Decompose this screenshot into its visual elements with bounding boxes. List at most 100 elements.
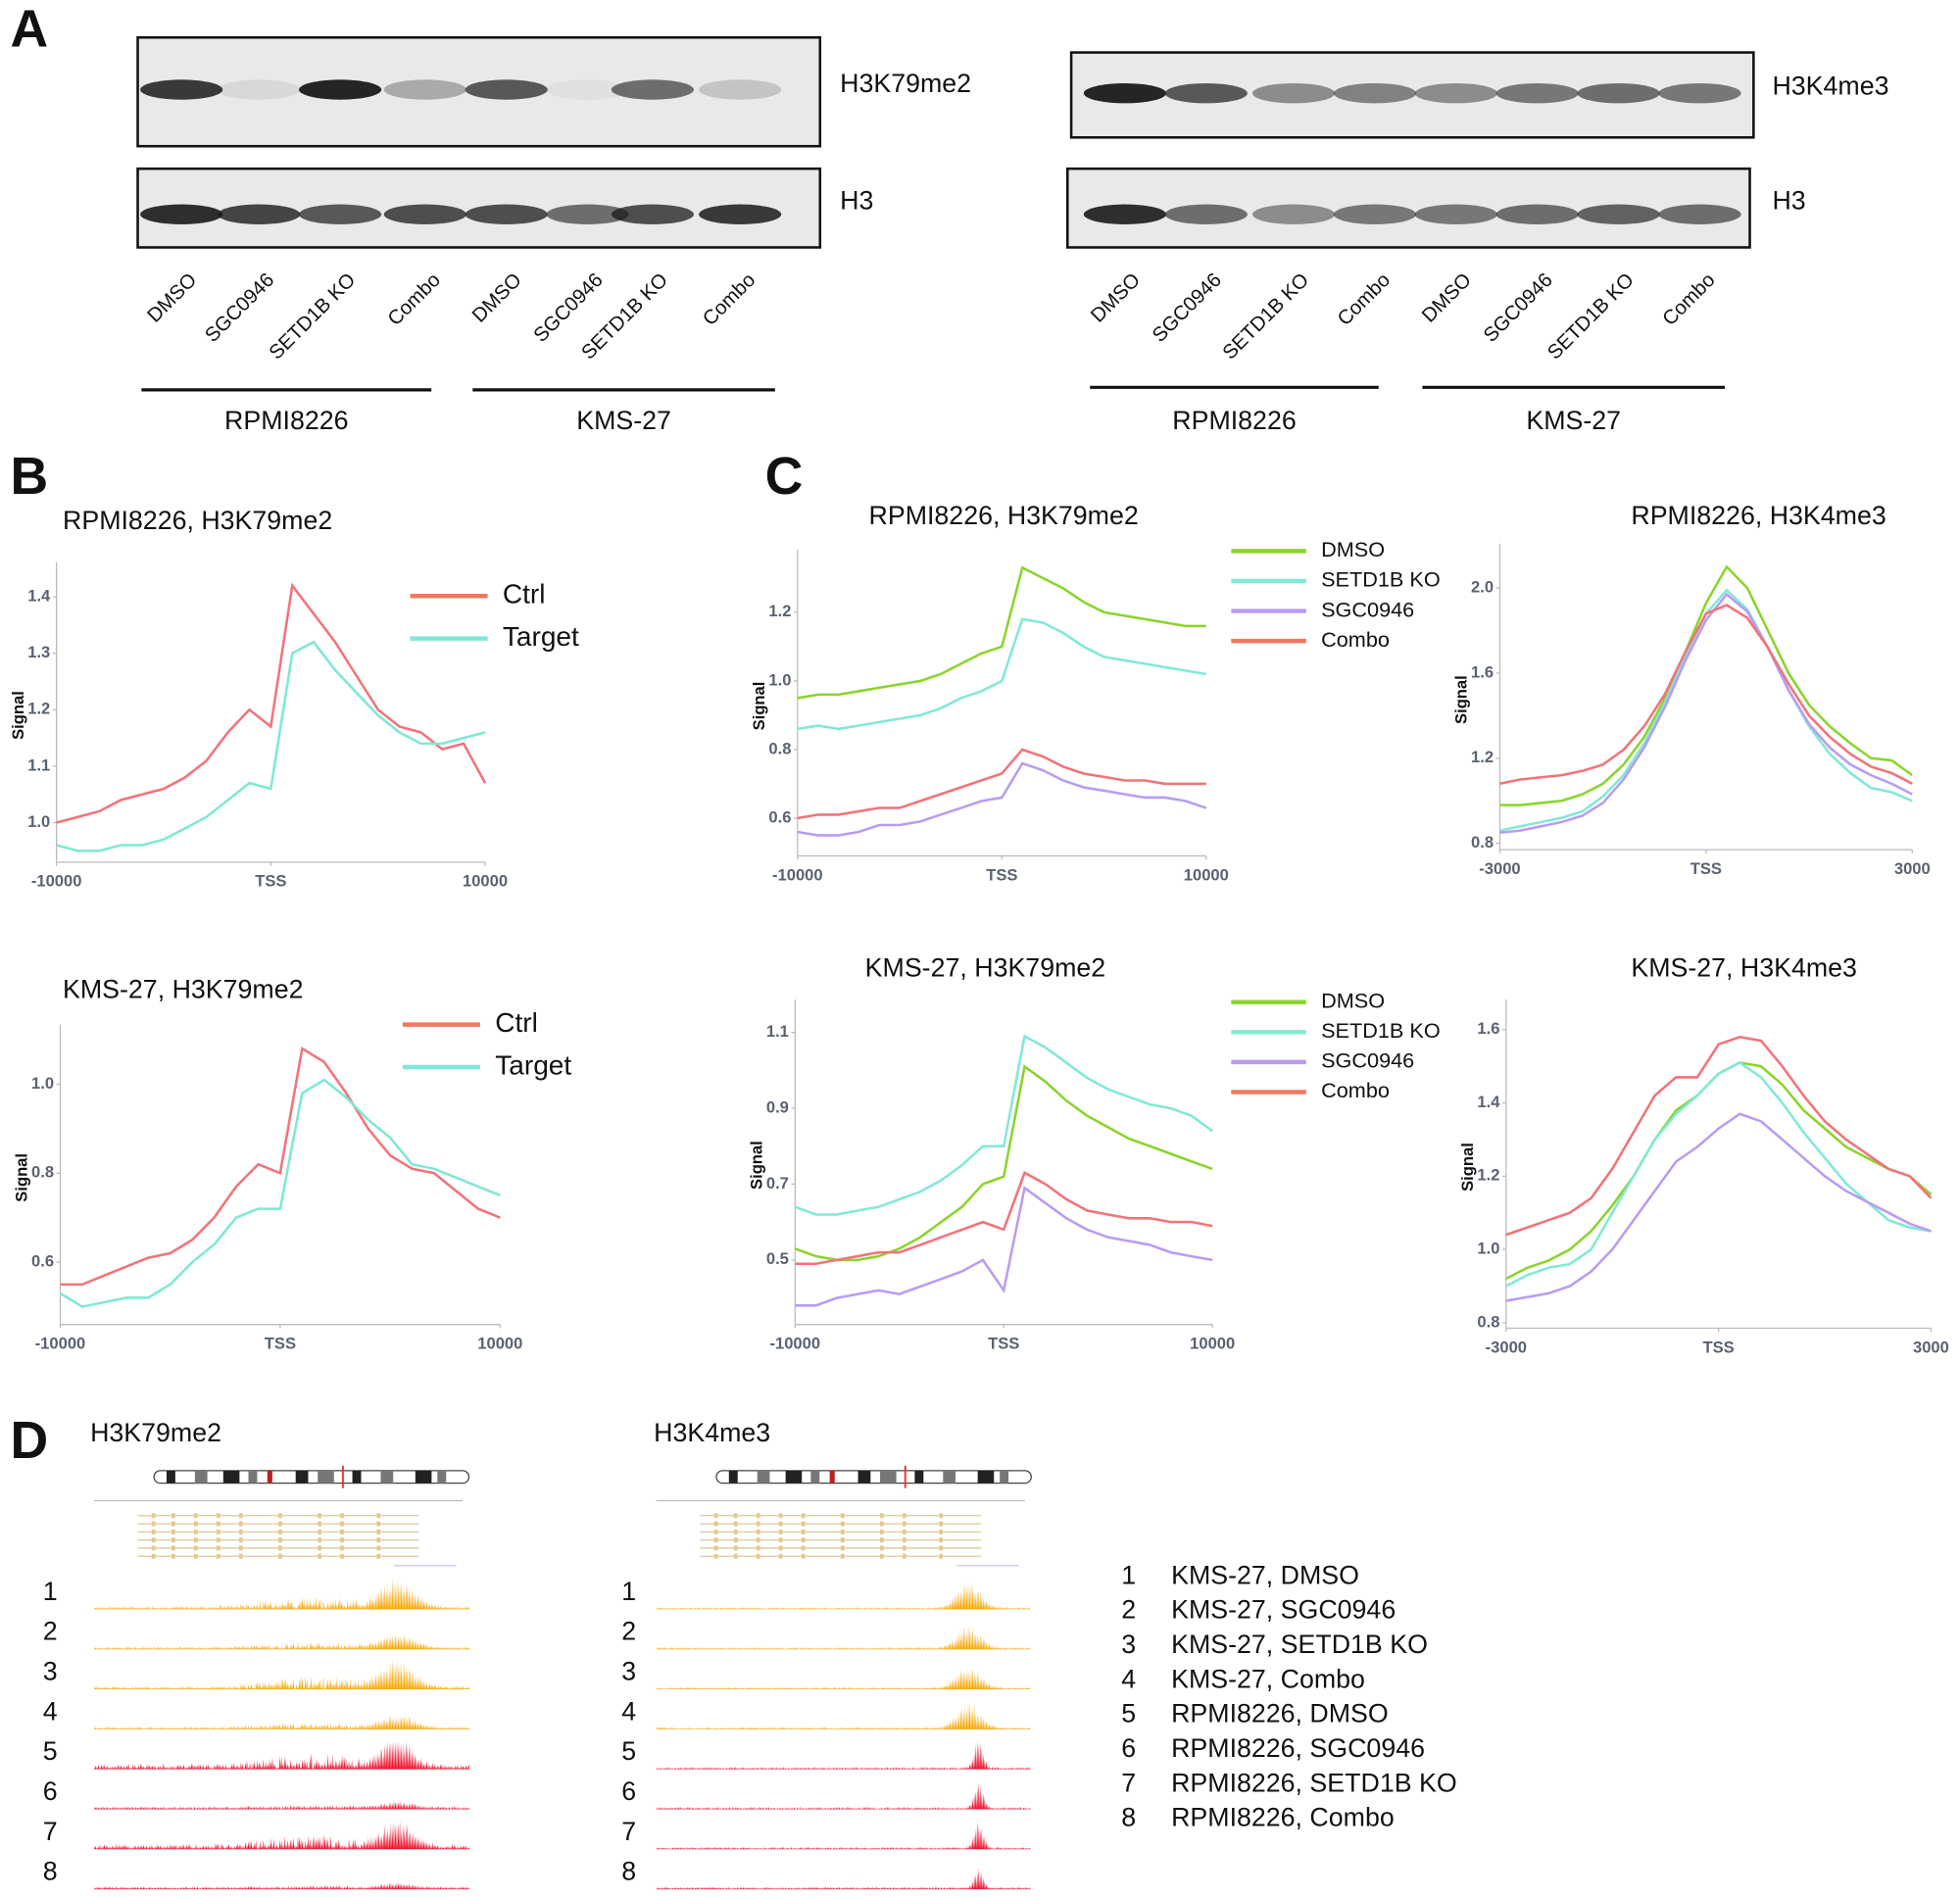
y-tick-label: 1.2 (1471, 748, 1494, 766)
ideogram-band (352, 1470, 362, 1484)
series-line (795, 1186, 1213, 1307)
exon (376, 1553, 381, 1559)
exon (733, 1521, 738, 1527)
blot-band (1251, 82, 1336, 104)
exon (939, 1553, 944, 1559)
exon (151, 1537, 156, 1543)
exon (713, 1529, 718, 1534)
legend-label: KMS-27, Combo (1171, 1664, 1365, 1693)
exon (216, 1553, 220, 1559)
legend-number: 3 (1121, 1630, 1136, 1659)
series-line (795, 1171, 1213, 1265)
exon (733, 1553, 738, 1559)
ideogram-band (914, 1470, 924, 1484)
y-axis-label: Signal (747, 1141, 765, 1190)
exon (756, 1537, 760, 1543)
exon (277, 1545, 282, 1551)
exon (318, 1513, 321, 1519)
blot-band (1414, 204, 1497, 224)
blot-row-label: H3K79me2 (840, 69, 971, 98)
series-line (797, 748, 1206, 820)
exon (340, 1513, 344, 1519)
exon (151, 1545, 156, 1551)
coverage-track (93, 1882, 470, 1890)
x-tick-label: 10000 (477, 1334, 522, 1352)
legend-label: SETD1B KO (1321, 567, 1441, 592)
blot-band (699, 204, 782, 224)
y-tick-label: 1.0 (768, 670, 791, 689)
blot-band (1333, 204, 1417, 224)
series-line (56, 582, 487, 824)
chart-title: RPMI8226, H3K4me3 (1631, 501, 1886, 530)
coverage-track (656, 1625, 1032, 1650)
blot-band (299, 79, 382, 100)
exon (151, 1553, 156, 1559)
coverage-track (93, 1800, 470, 1810)
y-tick-label: 1.6 (1477, 1019, 1499, 1038)
x-tick-label: 3000 (1913, 1338, 1949, 1356)
legend-label: SGC0946 (1321, 1048, 1414, 1073)
exon (879, 1513, 884, 1519)
exon (238, 1537, 243, 1543)
series-line (1499, 564, 1914, 806)
blot-band (1495, 204, 1579, 224)
legend-label: KMS-27, SETD1B KO (1171, 1630, 1428, 1659)
coverage-track (93, 1820, 470, 1850)
blot-band (383, 204, 466, 224)
group-label: KMS-27 (1526, 406, 1621, 435)
ideogram-band (880, 1470, 897, 1484)
exon (778, 1545, 783, 1551)
legend-label: RPMI8226, DMSO (1171, 1699, 1389, 1728)
y-tick-label: 0.9 (766, 1097, 789, 1116)
exon (778, 1553, 783, 1559)
ideogram-band (858, 1470, 871, 1484)
blot-row-label: H3 (1772, 186, 1805, 216)
exon (277, 1553, 282, 1559)
exon (801, 1553, 806, 1559)
exon (193, 1513, 198, 1519)
exon (216, 1537, 220, 1543)
exon (216, 1513, 220, 1519)
blot-band (1658, 204, 1741, 224)
track-number: 6 (43, 1776, 58, 1806)
legend-number: 4 (1121, 1664, 1136, 1693)
ideogram-band (415, 1470, 432, 1484)
exon (840, 1529, 845, 1534)
exon (216, 1529, 220, 1534)
legend-label: KMS-27, SGC0946 (1171, 1595, 1396, 1625)
y-tick-label: 1.0 (27, 812, 50, 831)
exon (277, 1513, 282, 1519)
ideogram-band (295, 1470, 309, 1484)
blot-band (1577, 204, 1660, 224)
chart-title: KMS-27, H3K4me3 (1631, 953, 1857, 983)
track-number: 4 (621, 1696, 636, 1726)
x-tick-label: -10000 (769, 1334, 820, 1352)
y-tick-label: 1.4 (27, 586, 51, 605)
track-number: 2 (621, 1617, 636, 1646)
ideogram-band (785, 1470, 803, 1484)
exon (939, 1513, 944, 1519)
exon (879, 1545, 884, 1551)
legend-label: SGC0946 (1321, 597, 1414, 621)
track-number: 4 (43, 1696, 58, 1726)
exon (756, 1529, 760, 1534)
legend-label: DMSO (1321, 537, 1385, 561)
panel-label: C (765, 448, 804, 506)
exon (756, 1553, 760, 1559)
ideogram-band (318, 1470, 334, 1484)
legend-label: Target (495, 1049, 571, 1080)
x-tick-label: -10000 (772, 865, 823, 884)
ideogram-band (166, 1470, 175, 1484)
exon (879, 1521, 884, 1527)
y-tick-label: 1.0 (31, 1074, 54, 1093)
exon (318, 1553, 321, 1559)
exon (840, 1537, 845, 1543)
blot-band (1083, 204, 1167, 224)
y-tick-label: 0.8 (1477, 1312, 1499, 1331)
ideogram-band (1000, 1470, 1009, 1484)
exon (902, 1521, 906, 1527)
exon (778, 1537, 783, 1543)
blot-band (218, 79, 301, 100)
